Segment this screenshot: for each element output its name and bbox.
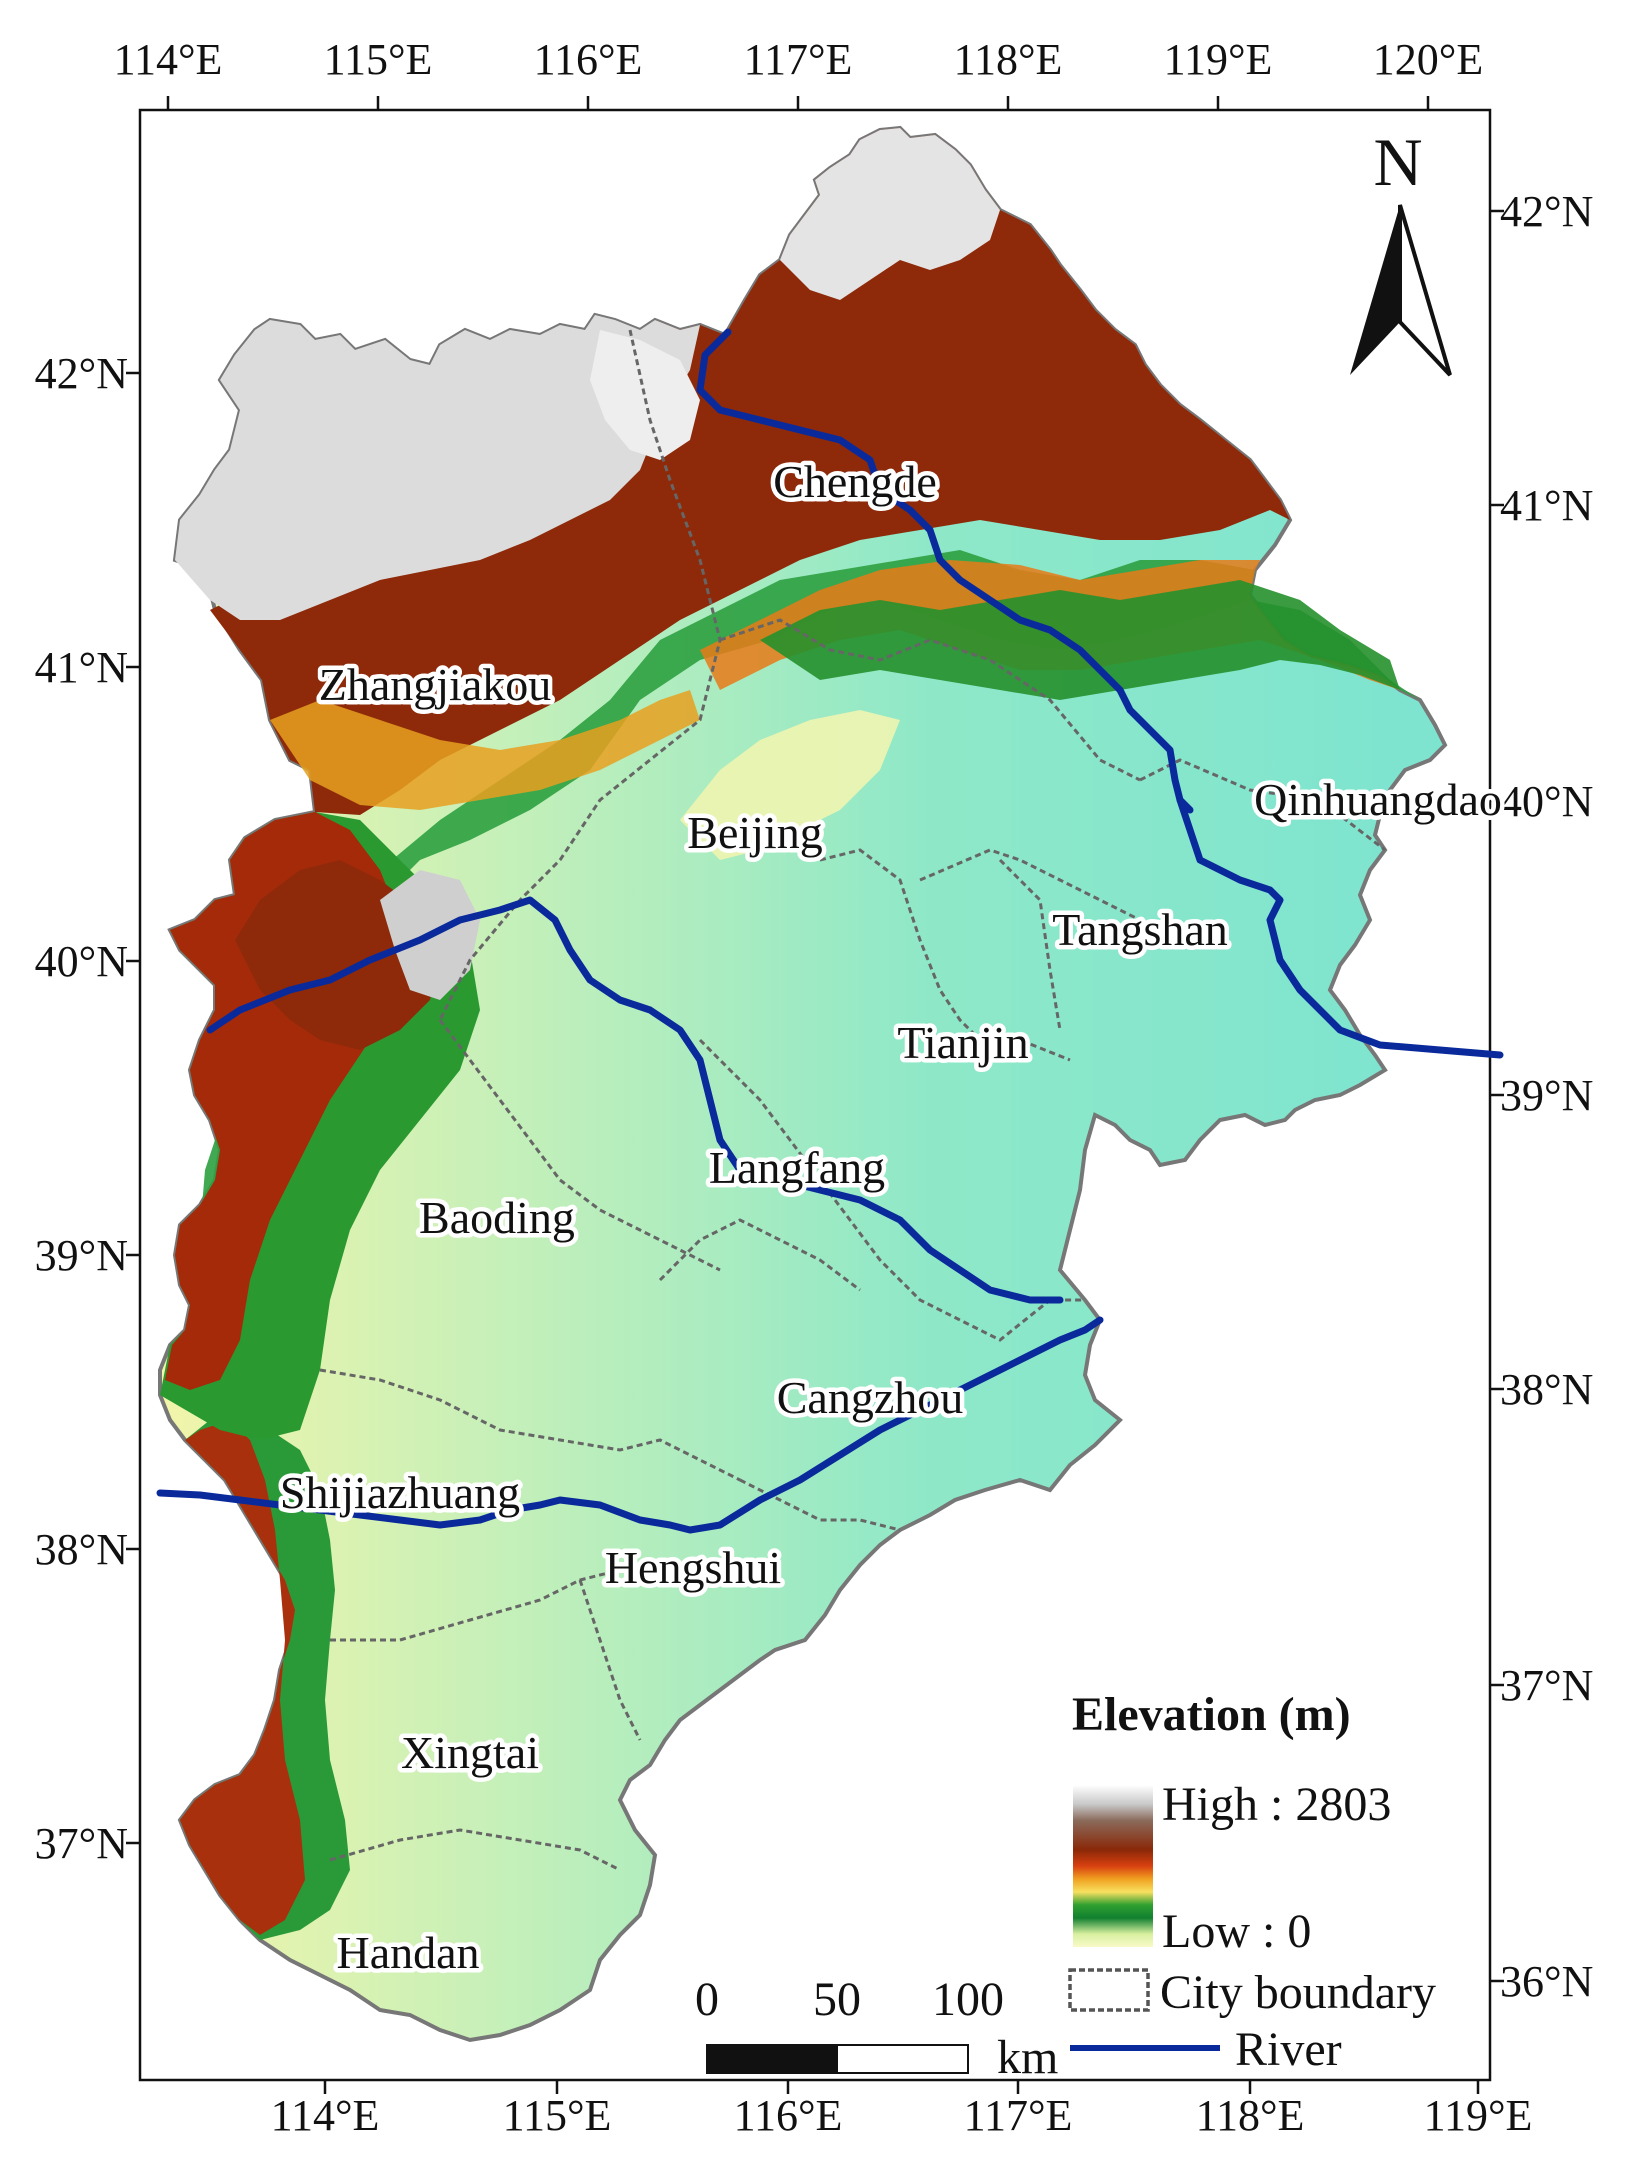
city-label-qinhuangdao: Qinhuangdao [1254, 774, 1502, 825]
tick-right: 38°N [1500, 1365, 1593, 1414]
city-label-cangzhou: Cangzhou [777, 1372, 964, 1423]
left-ticks: 42°N 41°N 40°N 39°N 38°N 37°N [35, 349, 128, 1868]
scale-bar-white-segment [836, 2044, 969, 2074]
city-label-baoding: Baoding [419, 1192, 575, 1243]
legend-low-label: Low : 0 [1162, 1905, 1311, 1958]
scale-bar-black-segment [706, 2044, 838, 2074]
tick-bottom: 118°E [1196, 2091, 1305, 2140]
tick-right: 41°N [1500, 481, 1593, 530]
legend-color-ramp [1073, 1785, 1153, 1947]
north-arrow: N [1350, 124, 1452, 377]
scale-label-50: 50 [813, 1973, 861, 2026]
city-label-tianjin: Tianjin [897, 1017, 1028, 1068]
city-labels: Chengde Zhangjiakou Qinhuangdao Beijing … [275, 452, 1506, 1983]
zhangjiakou-valley-orange [270, 690, 700, 810]
tick-bottom: 117°E [964, 2091, 1073, 2140]
river-luan [1176, 796, 1504, 1059]
city-label-beijing: Beijing [687, 807, 822, 858]
tick-top: 115°E [324, 35, 433, 84]
tick-left: 37°N [35, 1819, 128, 1868]
tick-left: 42°N [35, 349, 128, 398]
legend-title: Elevation (m) [1072, 1688, 1351, 1741]
tick-top: 120°E [1373, 35, 1483, 84]
left-tick-marks [126, 371, 140, 1845]
north-arrow-right-icon [1398, 204, 1452, 377]
southwest-hills-red [180, 1420, 305, 1935]
right-ticks: 42°N 41°N 40°N 39°N 38°N 37°N 36°N [1500, 187, 1593, 2006]
legend: Elevation (m) High : 2803 Low : 0 City b… [1068, 1688, 1436, 2076]
river-ziya [156, 1316, 1104, 1534]
legend-boundary-label: City boundary [1160, 1966, 1436, 2019]
north-arrow-left-icon [1350, 205, 1400, 375]
tick-right: 42°N [1500, 187, 1593, 236]
bottom-ticks: 114°E 115°E 116°E 117°E 118°E 119°E [271, 2091, 1533, 2140]
city-label-shijiazhuang: Shijiazhuang [280, 1467, 520, 1518]
legend-boundary-swatch [1068, 1968, 1150, 2012]
tick-top: 114°E [114, 35, 223, 84]
tick-top: 119°E [1164, 35, 1273, 84]
tick-bottom: 114°E [271, 2091, 380, 2140]
top-tick-marks [166, 96, 1430, 110]
legend-high-label: High : 2803 [1162, 1778, 1391, 1831]
right-tick-marks [1490, 209, 1504, 1983]
tick-bottom: 116°E [734, 2091, 843, 2140]
tick-left: 38°N [35, 1525, 128, 1574]
legend-river-label: River [1235, 2023, 1342, 2076]
river-yongding [206, 896, 1064, 1304]
tick-bottom: 119°E [1424, 2091, 1533, 2140]
tick-top: 117°E [744, 35, 853, 84]
city-label-chengde: Chengde [773, 456, 937, 507]
top-ticks: 114°E 115°E 116°E 117°E 118°E 119°E 120°… [114, 35, 1484, 84]
city-label-hengshui: Hengshui [605, 1542, 781, 1593]
chengde-green [760, 580, 1400, 700]
bottom-tick-marks [323, 2080, 1480, 2094]
northern-mountains-red [210, 128, 1290, 815]
tick-bottom: 115°E [503, 2091, 612, 2140]
city-label-handan: Handan [336, 1927, 479, 1978]
city-label-tangshan: Tangshan [1052, 904, 1228, 955]
tick-top: 118°E [954, 35, 1063, 84]
tick-left: 41°N [35, 643, 128, 692]
scale-label-100: 100 [932, 1973, 1004, 2026]
city-label-xingtai: Xingtai [401, 1727, 539, 1778]
river-chaobai [696, 328, 1194, 814]
tick-right: 40°N [1500, 777, 1593, 826]
tick-right: 39°N [1500, 1071, 1593, 1120]
tick-right: 36°N [1500, 1957, 1593, 2006]
scale-label-0: 0 [695, 1973, 719, 2026]
tick-top: 116°E [534, 35, 643, 84]
city-label-langfang: Langfang [709, 1142, 885, 1193]
tick-left: 39°N [35, 1231, 128, 1280]
chengde-peaks [780, 128, 1000, 300]
tick-left: 40°N [35, 937, 128, 986]
city-label-zhangjiakou: Zhangjiakou [319, 659, 552, 710]
city-boundaries [319, 329, 1386, 1872]
north-label: N [1373, 124, 1422, 200]
zhangjiakou-plateau [175, 315, 700, 620]
scale-unit: km [997, 2031, 1058, 2084]
tick-right: 37°N [1500, 1661, 1593, 1710]
beijing-plain-fringe [680, 710, 900, 860]
scale-bar: 0 50 100 km [695, 1973, 1058, 2084]
beijing-north-peaks [590, 330, 700, 460]
rivers [156, 328, 1504, 1534]
